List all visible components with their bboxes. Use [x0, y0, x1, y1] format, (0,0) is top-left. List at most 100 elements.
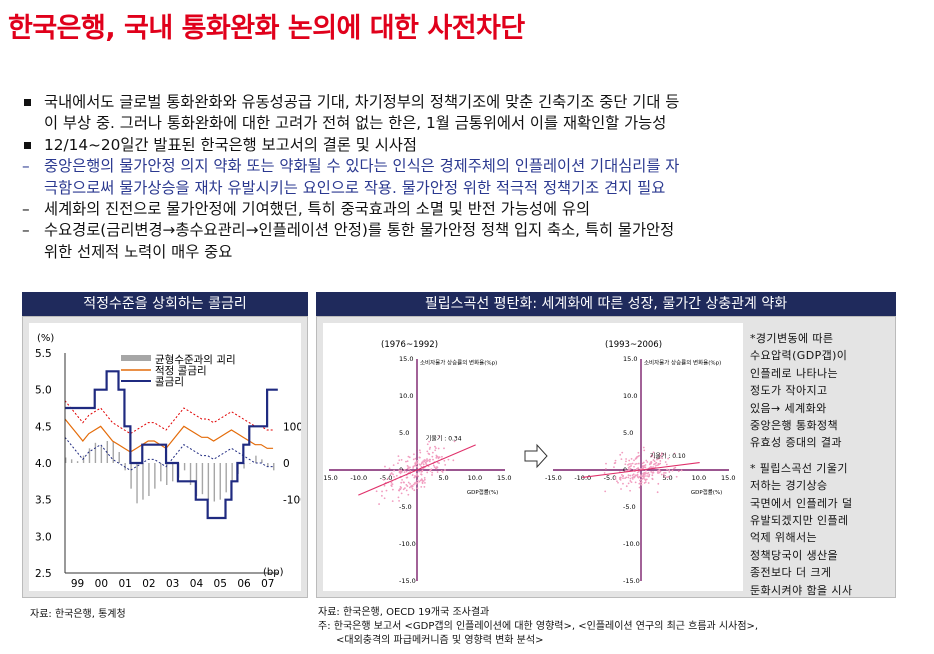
scatter-point	[674, 466, 677, 469]
gap-bar	[76, 461, 79, 463]
trend-line	[582, 462, 700, 478]
scatter-point	[630, 464, 633, 467]
scatter-point	[415, 463, 417, 466]
scatter-point	[604, 490, 607, 493]
scatter-point	[391, 488, 394, 491]
scatter-point	[420, 473, 422, 476]
scatter-point	[403, 468, 406, 471]
gap-bar	[166, 463, 168, 485]
scatter-point	[399, 472, 402, 475]
scatter-point	[426, 450, 429, 453]
scatter-point	[644, 464, 647, 466]
note-line: 있음→ 세계화와	[750, 401, 827, 415]
scatter-point	[405, 489, 408, 492]
y-tick-label: -5.0	[399, 503, 412, 511]
scatter-point	[400, 486, 403, 489]
scatter-point	[622, 482, 624, 485]
scatter-point	[640, 483, 643, 486]
legend-label: 균형수준과의 괴리	[155, 354, 236, 366]
right-tick-label: 100	[283, 421, 301, 433]
gap-bar	[249, 463, 251, 464]
scatter-point	[416, 465, 419, 468]
scatter-point	[629, 467, 632, 470]
scatter-point	[666, 468, 668, 471]
scatter-point	[620, 488, 622, 490]
scatter-point	[384, 465, 386, 468]
gap-bar	[130, 463, 132, 489]
scatter-point	[613, 462, 616, 465]
fair-rate-line	[64, 418, 274, 453]
x-tick-label: 07	[261, 578, 274, 590]
scatter-point	[407, 493, 410, 496]
scatter-point	[400, 492, 403, 495]
scatter-point	[400, 481, 403, 484]
bullet-line: 중앙은행의 물가안정 의지 약화 또는 약화될 수 있다는 인식은 경제주체의 …	[44, 157, 680, 176]
scatter-point	[435, 456, 438, 459]
x-tick-label: 04	[190, 578, 204, 590]
scatter-point	[413, 453, 415, 456]
scatter-point	[418, 463, 421, 466]
scatter-point	[633, 476, 636, 479]
scatter-point	[653, 456, 656, 459]
scatter-point	[406, 485, 409, 487]
square-bullet-icon	[24, 141, 31, 149]
gap-bar	[160, 463, 162, 482]
scatter-point	[398, 488, 401, 490]
scatter-point	[422, 460, 425, 463]
phillips-curve-charts: (1976~1992) -15.0 -10.0 -5.0 5.0 10.0 15.0 15.0…	[321, 340, 735, 585]
scatter-point	[640, 481, 643, 483]
scatter-point	[637, 467, 640, 470]
arrow-icon	[524, 443, 548, 469]
scatter-point	[629, 474, 632, 477]
scatter-point	[380, 494, 383, 497]
scatter-point	[633, 465, 635, 468]
scatter-point	[644, 475, 646, 477]
scatter-point	[416, 481, 419, 484]
scatter-point	[383, 497, 386, 500]
note-spacer	[750, 452, 890, 460]
scatter-point	[441, 455, 443, 458]
scatter-point	[426, 471, 429, 474]
scatter-point	[402, 481, 405, 484]
scatter-point	[616, 480, 618, 483]
scatter-point	[408, 486, 411, 489]
scatter-point	[627, 474, 630, 477]
scatter-point	[422, 463, 425, 466]
scatter-point	[428, 460, 431, 463]
x-tick-label: 02	[142, 578, 155, 590]
right-chart-frame: (1976~1992) -15.0 -10.0 -5.0 5.0 10.0 15.0 15.0…	[316, 316, 896, 598]
scatter-point	[618, 478, 621, 480]
phillips-chart-1976-1992: (1976~1992) -15.0 -10.0 -5.0 5.0 10.0 15.0 15.0…	[321, 340, 511, 585]
scatter-point	[414, 457, 417, 460]
scatter-point	[428, 448, 431, 450]
scatter-point	[390, 485, 393, 487]
scatter-point	[614, 478, 617, 480]
scatter-point	[632, 473, 635, 476]
scatter-point	[392, 464, 395, 467]
scatter-point	[452, 459, 455, 462]
x-tick-label: -15.0	[323, 474, 338, 482]
scatter-point	[628, 468, 630, 470]
scatter-point	[438, 435, 441, 438]
scatter-point	[659, 470, 662, 473]
scatter-point	[624, 463, 627, 466]
scatter-point	[637, 462, 640, 465]
scatter-point	[660, 473, 663, 476]
scatter-point	[411, 487, 414, 490]
scatter-point	[629, 489, 631, 492]
note-line: * 필립스곡선 기울기	[750, 461, 848, 475]
scatter-point	[417, 475, 420, 478]
scatter-point	[645, 469, 647, 472]
page-title: 한국은행, 국내 통화완화 논의에 대한 사전차단	[8, 13, 525, 44]
scatter-point	[646, 475, 648, 477]
gap-bar	[207, 463, 210, 500]
scatter-point	[383, 484, 386, 487]
scatter-point	[434, 449, 437, 452]
scatter-point	[434, 445, 436, 448]
scatter-point	[419, 479, 422, 482]
gap-bar	[183, 463, 186, 471]
scatter-point	[423, 459, 426, 461]
scatter-point	[644, 472, 647, 474]
scatter-point	[407, 466, 410, 469]
scatter-point	[648, 473, 651, 476]
